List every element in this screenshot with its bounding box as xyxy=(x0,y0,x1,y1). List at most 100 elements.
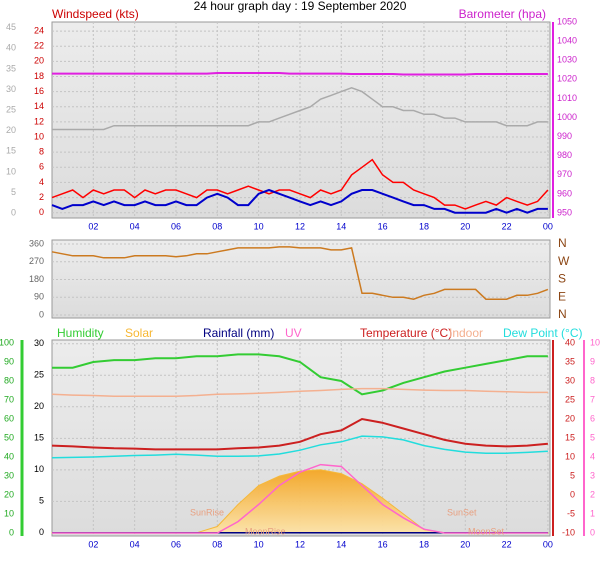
y2-axis-label: Barometer (hpa) xyxy=(459,7,546,21)
y2-tick-label: -10 xyxy=(562,527,575,537)
y3-tick-label: 25 xyxy=(34,370,44,380)
x-tick-label: 12 xyxy=(295,539,305,549)
y3-tick-label: 0 xyxy=(11,207,16,217)
y2-tick-label: N xyxy=(558,236,567,250)
y-axis-label: Windspeed (kts) xyxy=(52,7,139,21)
line xyxy=(51,417,548,451)
y3-tick-label: 15 xyxy=(6,146,16,156)
legend-entry: UV xyxy=(285,326,302,340)
y2-tick-label: -5 xyxy=(567,508,575,518)
y4-tick-label: 8 xyxy=(590,375,595,385)
legend-entry: Indoor xyxy=(449,326,483,340)
y-tick-label: 10 xyxy=(4,508,14,518)
legend-entry: Humidity xyxy=(57,326,104,340)
y2-tick-label: 1030 xyxy=(557,55,577,65)
y-tick-label: 22 xyxy=(34,41,44,51)
y2-tick-label: S xyxy=(558,272,566,286)
annotation: SunSet xyxy=(447,507,477,517)
y3-tick-label: 5 xyxy=(11,187,16,197)
y2-tick-label: 10 xyxy=(565,451,575,461)
y-tick-label: 360 xyxy=(29,238,44,248)
y-tick-label: 270 xyxy=(29,256,44,266)
y-tick-label: 10 xyxy=(34,131,44,141)
x-tick-label: 06 xyxy=(171,221,181,231)
x-tick-label: 22 xyxy=(502,221,512,231)
y2-tick-label: 980 xyxy=(557,150,572,160)
x-tick-label: 06 xyxy=(171,539,181,549)
x-tick-label: 10 xyxy=(254,539,264,549)
y-tick-label: 70 xyxy=(4,394,14,404)
x-tick-label: 18 xyxy=(419,539,429,549)
x-tick-label: 22 xyxy=(502,539,512,549)
y-tick-label: 40 xyxy=(4,451,14,461)
y-tick-label: 2 xyxy=(39,192,44,202)
x-tick-label: 20 xyxy=(460,539,470,549)
y2-tick-label: 1050 xyxy=(557,16,577,26)
y4-tick-label: 7 xyxy=(590,394,595,404)
x-tick-label: 20 xyxy=(460,221,470,231)
y-tick-label: 16 xyxy=(34,86,44,96)
y4-tick-label: 10 xyxy=(590,337,600,347)
x-tick-label: 16 xyxy=(378,221,388,231)
plot-layer: 0246810121416182022240510152025303540459… xyxy=(0,16,600,549)
legend-entry: Solar xyxy=(125,326,153,340)
y2-tick-label: 25 xyxy=(565,394,575,404)
y-tick-label: 18 xyxy=(34,71,44,81)
legend-entry: Rainfall (mm) xyxy=(203,326,274,340)
y2-tick-label: 40 xyxy=(565,337,575,347)
x-tick-label: 02 xyxy=(88,221,98,231)
panel-wind xyxy=(51,21,551,219)
y-tick-label: 90 xyxy=(34,292,44,302)
chart-title: 24 hour graph day : 19 September 2020 xyxy=(194,0,407,13)
y-tick-label: 20 xyxy=(34,56,44,66)
y-tick-label: 90 xyxy=(4,356,14,366)
legend-entry: Dew Point (°C) xyxy=(503,326,582,340)
line xyxy=(51,158,549,210)
y4-tick-label: 3 xyxy=(590,470,595,480)
y2-tick-label: W xyxy=(558,254,570,268)
y4-tick-label: 1 xyxy=(590,508,595,518)
x-tick-label: 08 xyxy=(212,221,222,231)
y4-tick-label: 9 xyxy=(590,356,595,366)
y-tick-label: 14 xyxy=(34,101,44,111)
y2-tick-label: 15 xyxy=(565,432,575,442)
y3-tick-label: 10 xyxy=(34,464,44,474)
x-tick-label: 14 xyxy=(336,221,346,231)
y2-tick-label: 30 xyxy=(565,375,575,385)
x-tick-label: 16 xyxy=(378,539,388,549)
y-tick-label: 0 xyxy=(9,527,14,537)
x-tick-label: 10 xyxy=(254,221,264,231)
line xyxy=(52,463,548,534)
y-tick-label: 12 xyxy=(34,116,44,126)
y3-tick-label: 20 xyxy=(6,125,16,135)
y2-tick-label: E xyxy=(558,289,566,303)
y-tick-label: 30 xyxy=(4,470,14,480)
y2-tick-label: 950 xyxy=(557,207,572,217)
y4-tick-label: 0 xyxy=(590,527,595,537)
y-tick-label: 20 xyxy=(4,489,14,499)
y2-tick-label: 5 xyxy=(570,470,575,480)
y4-tick-label: 5 xyxy=(590,432,595,442)
x-tick-label: 18 xyxy=(419,221,429,231)
y-tick-label: 50 xyxy=(4,432,14,442)
x-tick-label: 02 xyxy=(88,539,98,549)
y4-tick-label: 2 xyxy=(590,489,595,499)
y2-tick-label: 970 xyxy=(557,169,572,179)
y3-tick-label: 40 xyxy=(6,43,16,53)
y2-tick-label: 35 xyxy=(565,356,575,366)
y3-tick-label: 0 xyxy=(39,527,44,537)
y3-tick-label: 35 xyxy=(6,63,16,73)
line xyxy=(52,72,548,76)
y-tick-label: 8 xyxy=(39,147,44,157)
line xyxy=(52,87,548,131)
x-tick-label: 00 xyxy=(543,221,553,231)
y4-tick-label: 6 xyxy=(590,413,595,423)
y4-tick-label: 4 xyxy=(590,451,595,461)
y-tick-label: 6 xyxy=(39,162,44,172)
y-tick-label: 60 xyxy=(4,413,14,423)
annotation: MoonRise xyxy=(245,526,286,536)
y3-tick-label: 20 xyxy=(34,401,44,411)
y2-tick-label: 1000 xyxy=(557,112,577,122)
x-tick-label: 04 xyxy=(130,221,140,231)
